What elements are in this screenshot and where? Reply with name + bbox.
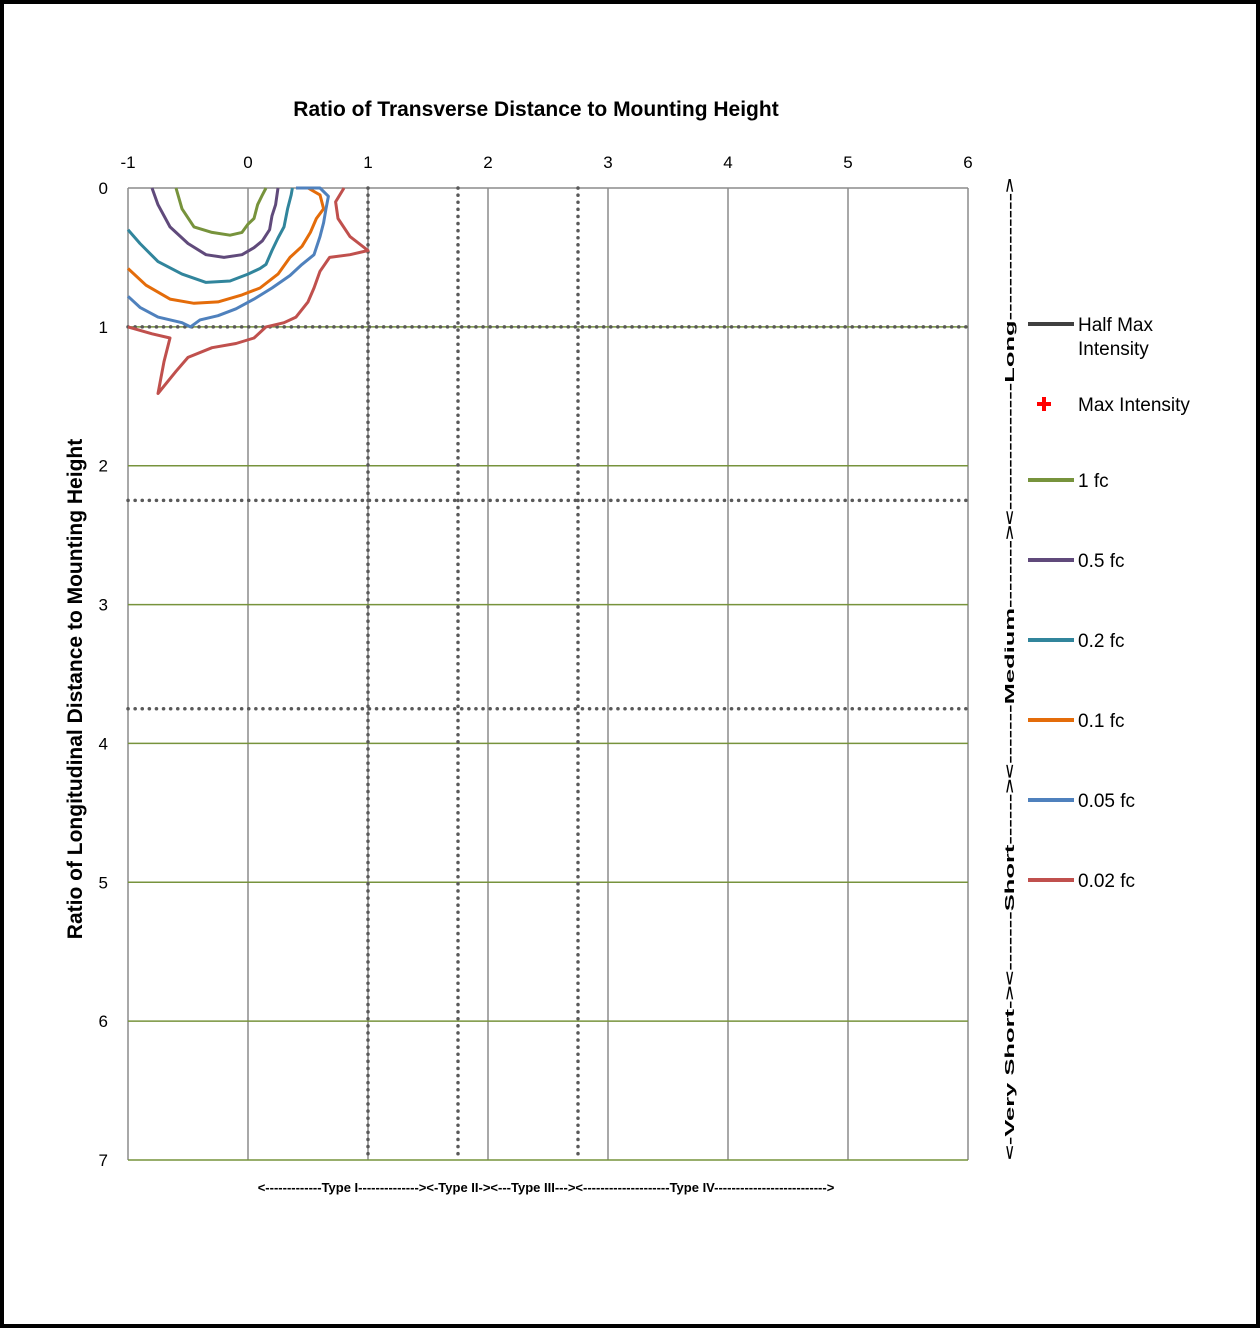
legend-label: 0.05 fc [1078, 791, 1135, 812]
y-tick-label: 2 [99, 457, 108, 476]
legend-label-line: Intensity [1078, 339, 1149, 360]
y-tick-label: 5 [99, 873, 108, 892]
classification-dotted-lines [126, 186, 970, 1162]
legend-marker [1037, 397, 1051, 411]
x-tick-label: 4 [723, 153, 732, 172]
length-band-segment: -> [1002, 524, 1017, 548]
length-band-segment: > [1002, 177, 1017, 193]
legend-label: Half Max Intensity [1078, 315, 1153, 360]
legend-label: 1 fc [1078, 471, 1109, 492]
legend-label: Max Intensity [1078, 395, 1190, 416]
legend-label-line: Half Max [1078, 315, 1153, 336]
length-band-labels: <-Very Short-><-------Short------><-----… [1002, 177, 1017, 1160]
legend-label: 0.1 fc [1078, 711, 1124, 732]
y-tick-label: 1 [99, 318, 108, 337]
length-band-segment: <-Very Short- [1002, 1000, 1017, 1160]
x-tick-label: 3 [603, 153, 612, 172]
chart-title: Ratio of Transverse Distance to Mounting… [293, 98, 778, 121]
isofootcandle-lines [126, 186, 370, 395]
y-tick-label: 6 [99, 1012, 108, 1031]
x-tick-label: 6 [963, 153, 972, 172]
y-tick-label: 7 [99, 1151, 108, 1170]
series-line-0.05-fc [126, 186, 330, 329]
x-tick-label: -1 [120, 153, 135, 172]
x-tick-labels: -1 0 1 2 3 4 5 6 [120, 153, 972, 172]
length-band-segment: <-------Short----- [1002, 802, 1017, 985]
series-line-0.02-fc [127, 187, 370, 395]
length-band-segment: > [1002, 985, 1017, 1001]
y-tick-labels: 0 1 2 3 4 5 6 7 [99, 179, 108, 1170]
length-band-text: <-Very Short-><-------Short------><-----… [1002, 177, 1017, 1160]
legend-label: 0.02 fc [1078, 871, 1135, 892]
legend-label: 0.2 fc [1078, 631, 1124, 652]
legend-label: 0.5 fc [1078, 551, 1124, 572]
y-tick-label: 3 [99, 596, 108, 615]
series-line-0.1-fc [126, 186, 326, 305]
y-tick-label: 0 [99, 179, 108, 198]
type-band-label: <-------------Type I--------------><-Typ… [258, 1180, 835, 1195]
x-tick-label: 0 [243, 153, 252, 172]
length-band-segment: <---------------Long--------------- [1002, 193, 1017, 525]
series-line-0.2-fc [126, 187, 294, 284]
y-tick-label: 4 [99, 734, 108, 753]
x-tick-label: 2 [483, 153, 492, 172]
vertical-gridlines [127, 188, 969, 1160]
series-line-0.5-fc [150, 187, 280, 259]
series-line-1-fc [174, 187, 268, 237]
x-tick-label: 5 [843, 153, 852, 172]
chart: Ratio of Transverse Distance to Mounting… [64, 98, 1190, 1195]
length-band-segment: <-------Medium------- [1002, 548, 1017, 778]
length-band-segment: -> [1002, 778, 1017, 802]
x-tick-label: 1 [363, 153, 372, 172]
y-axis-label: Ratio of Longitudinal Distance to Mounti… [64, 439, 87, 939]
horizontal-gridlines [128, 187, 968, 1161]
legend: Half Max Intensity Max Intensity 1 fc 0.5 fc… [1028, 315, 1190, 892]
